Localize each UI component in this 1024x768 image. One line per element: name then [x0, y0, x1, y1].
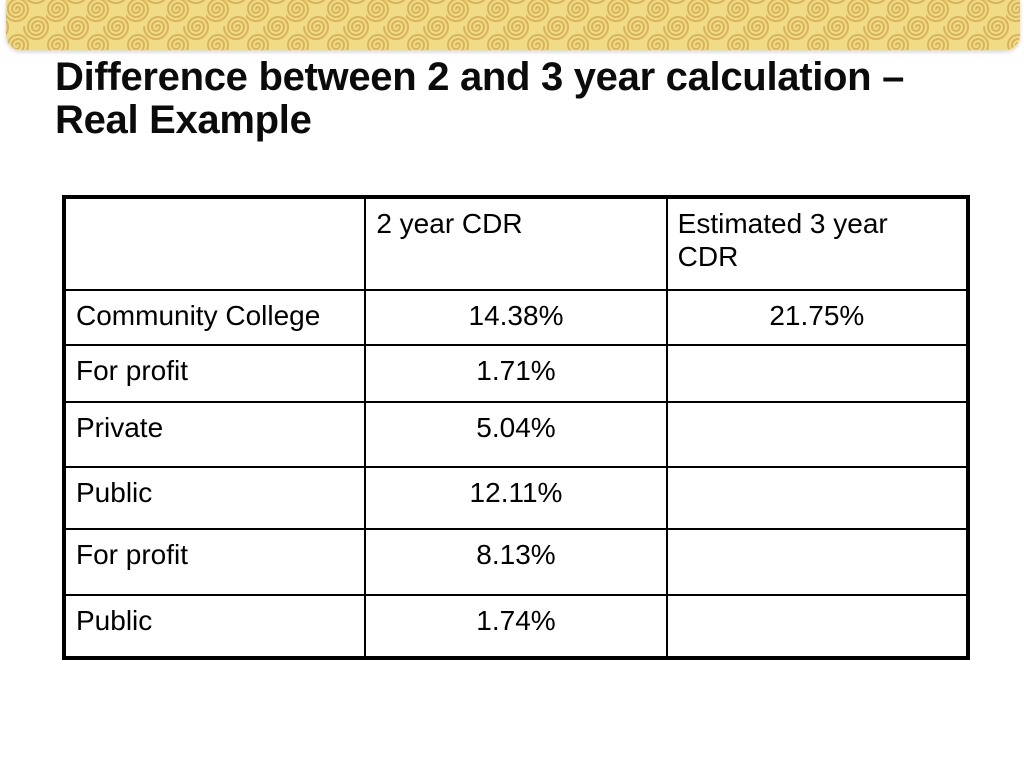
- cdr-comparison-table: 2 year CDR Estimated 3 year CDR Communit…: [62, 195, 970, 660]
- table-row: Private 5.04%: [62, 401, 970, 468]
- swirl-pattern-icon: [6, 0, 1020, 50]
- row-label-cell: Private: [62, 401, 367, 468]
- col-header-empty: [62, 196, 367, 291]
- cdr2-value-cell: 1.71%: [364, 344, 668, 403]
- row-label-cell: Public: [62, 594, 367, 659]
- cdr3-value-cell: [665, 528, 970, 596]
- table-row: Public 1.74%: [62, 594, 970, 659]
- table-row: Community College 14.38% 21.75%: [62, 289, 970, 346]
- slide-title-line-2: Real Example: [55, 98, 312, 142]
- cdr2-value-cell: 14.38%: [364, 289, 668, 346]
- row-label-cell: Community College: [62, 289, 367, 346]
- table-row: Public 12.11%: [62, 466, 970, 530]
- decorative-swirl-banner: [6, 0, 1020, 50]
- table-row: For profit 1.71%: [62, 344, 970, 403]
- cdr3-value-cell: [665, 401, 970, 468]
- cdr2-value-cell: 1.74%: [364, 594, 668, 659]
- row-label-cell: For profit: [62, 528, 367, 596]
- cdr3-value-cell: [665, 594, 970, 659]
- slide-title: Difference between 2 and 3 year calculat…: [55, 56, 985, 142]
- cdr3-value-cell: [665, 466, 970, 530]
- table-row: For profit 8.13%: [62, 528, 970, 596]
- row-label-cell: Public: [62, 466, 367, 530]
- cdr2-value-cell: 12.11%: [364, 466, 668, 530]
- col-header-2yr-cdr: 2 year CDR: [364, 196, 668, 291]
- col-header-3yr-cdr: Estimated 3 year CDR: [665, 196, 970, 291]
- table-header-row: 2 year CDR Estimated 3 year CDR: [62, 196, 970, 291]
- row-label-cell: For profit: [62, 344, 367, 403]
- slide-title-line-1: Difference between 2 and 3 year calculat…: [55, 55, 905, 99]
- cdr3-value-cell: 21.75%: [665, 289, 970, 346]
- cdr2-value-cell: 5.04%: [364, 401, 668, 468]
- cdr3-value-cell: [665, 344, 970, 403]
- cdr2-value-cell: 8.13%: [364, 528, 668, 596]
